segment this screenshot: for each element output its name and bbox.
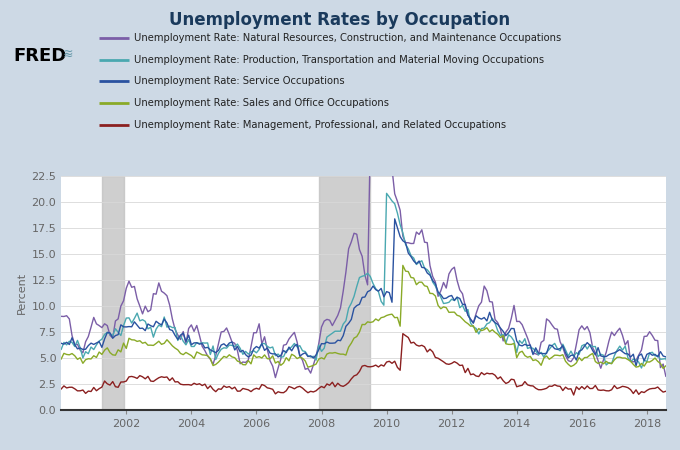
- Text: Unemployment Rate: Natural Resources, Construction, and Maintenance Occupations: Unemployment Rate: Natural Resources, Co…: [134, 33, 561, 43]
- Text: Unemployment Rate: Service Occupations: Unemployment Rate: Service Occupations: [134, 76, 345, 86]
- Text: Unemployment Rates by Occupation: Unemployment Rates by Occupation: [169, 11, 511, 29]
- Bar: [102, 176, 124, 410]
- Text: Unemployment Rate: Sales and Office Occupations: Unemployment Rate: Sales and Office Occu…: [134, 98, 389, 108]
- Bar: [319, 176, 371, 410]
- Text: Unemployment Rate: Production, Transportation and Material Moving Occupations: Unemployment Rate: Production, Transport…: [134, 55, 544, 65]
- Text: FRED: FRED: [14, 47, 67, 65]
- Text: ≋: ≋: [63, 48, 73, 61]
- Text: Unemployment Rate: Management, Professional, and Related Occupations: Unemployment Rate: Management, Professio…: [134, 120, 506, 130]
- Y-axis label: Percent: Percent: [17, 271, 27, 314]
